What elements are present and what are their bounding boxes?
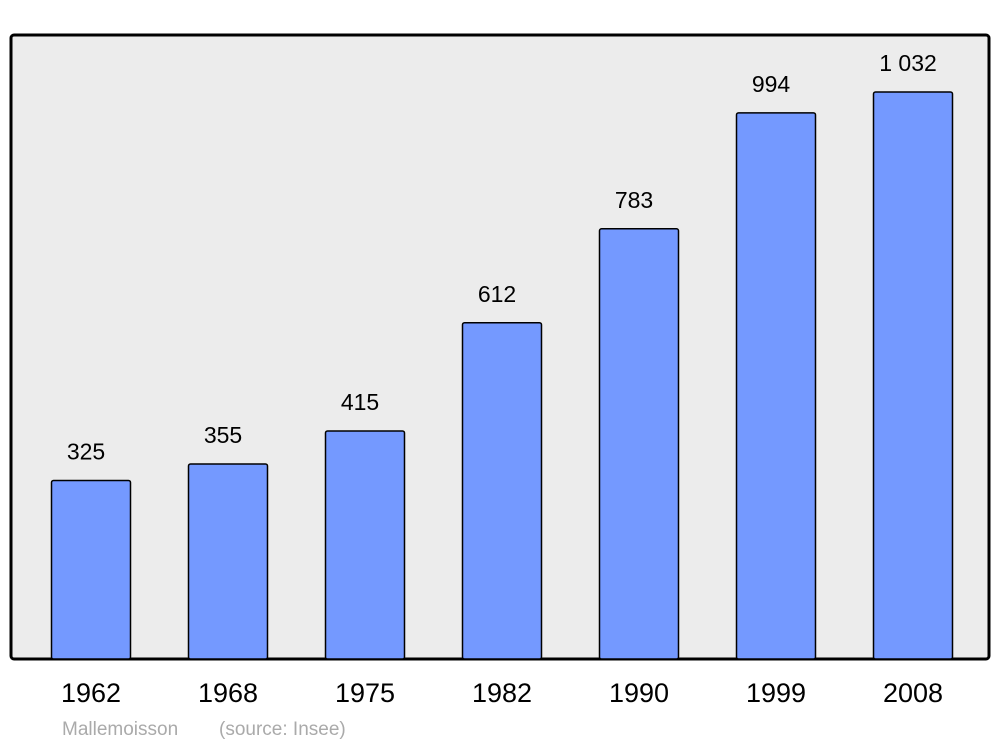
x-tick-label: 1968 [198, 678, 258, 708]
value-label: 325 [67, 439, 105, 465]
bar [872, 91, 954, 660]
x-tick-label: 1990 [609, 678, 669, 708]
bar [187, 463, 269, 660]
bar [461, 322, 543, 660]
x-tick-label: 1975 [335, 678, 395, 708]
value-label: 415 [341, 389, 379, 415]
value-label: 612 [478, 281, 516, 307]
bar [50, 479, 132, 660]
x-tick-label: 2008 [883, 678, 943, 708]
value-label: 783 [615, 187, 653, 213]
value-label: 994 [752, 71, 791, 97]
x-tick-label: 1999 [746, 678, 806, 708]
value-label: 1 032 [879, 50, 937, 76]
caption-source: (source: Insee) [219, 719, 346, 740]
caption-place: Mallemoisson [62, 719, 178, 740]
value-label: 355 [204, 422, 242, 448]
bar [324, 430, 406, 660]
bar [735, 112, 817, 660]
bar [598, 228, 680, 660]
x-tick-label: 1962 [61, 678, 121, 708]
x-tick-label: 1982 [472, 678, 532, 708]
